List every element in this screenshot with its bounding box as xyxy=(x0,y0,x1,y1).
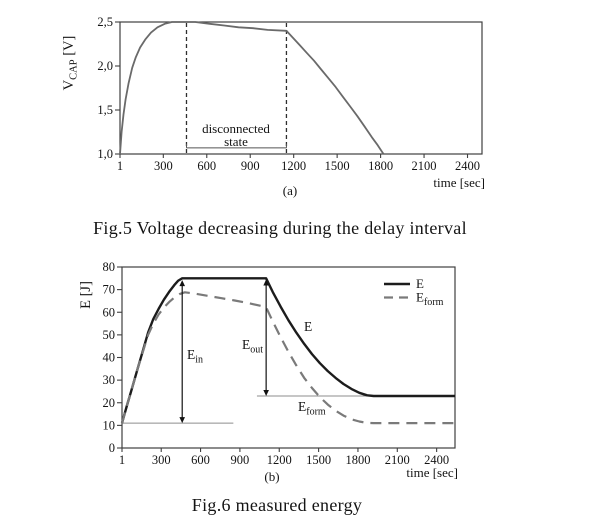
fig6-curve-label-form: Eform xyxy=(298,399,326,418)
fig5-x-tick-label: 1200 xyxy=(281,159,306,173)
fig6-x-tick-label: 2400 xyxy=(424,453,449,467)
fig6-arrowhead-top xyxy=(179,280,185,287)
fig6-y-tick-label: 0 xyxy=(109,441,115,455)
fig6-x-tick-label: 1500 xyxy=(306,453,331,467)
fig5-chart: 1 300 600 900 1200 1500 1800 2100 2400 1,0 1,5 2,0 2… xyxy=(61,15,485,198)
fig6-y-tick-label: 70 xyxy=(103,283,116,297)
fig5-y-tick-label: 2,5 xyxy=(97,15,113,29)
fig6-x-tick-label: 600 xyxy=(191,453,210,467)
fig6-arrow-label-out: Eout xyxy=(242,337,263,356)
fig6-y-axis-title: E [J] xyxy=(78,281,94,309)
fig6-panel-label: (b) xyxy=(264,469,279,484)
fig6-legend-label-form: Eform xyxy=(416,290,444,309)
fig6-x-tick-label: 900 xyxy=(231,453,250,467)
fig5-interval-text: state xyxy=(224,134,248,149)
fig5-x-axis-title: time [sec] xyxy=(433,175,485,190)
fig5-caption: Fig.5 Voltage decreasing during the dela… xyxy=(93,218,467,238)
fig6-x-tick-label: 1200 xyxy=(267,453,292,467)
fig6-y-tick-label: 50 xyxy=(103,328,116,342)
fig6-arrowhead-top xyxy=(263,279,269,286)
fig6-arrowhead-bottom xyxy=(179,417,185,424)
fig5-y-tick-label: 1,5 xyxy=(97,103,113,117)
fig5-y-tick-label: 2,0 xyxy=(97,59,113,73)
fig6-x-tick-label: 300 xyxy=(152,453,171,467)
fig5-x-tick-label: 1800 xyxy=(368,159,393,173)
fig6-curve-e xyxy=(120,277,455,424)
fig5-x-tick-label: 300 xyxy=(154,159,173,173)
fig5-interval-text: disconnected xyxy=(202,121,270,136)
fig5-x-tick-label: 900 xyxy=(241,159,260,173)
fig5-x-tick-label: 1500 xyxy=(325,159,350,173)
fig6-x-tick-label: 1800 xyxy=(345,453,370,467)
fig6-y-tick-label: 80 xyxy=(103,260,116,274)
fig6-chart: 1 300 600 900 1200 1500 1800 2100 2400 0 10 20 30 40 5… xyxy=(78,260,458,484)
fig6-x-tick-label: 1 xyxy=(119,453,125,467)
fig6-arrow-label-in: Ein xyxy=(187,347,203,366)
fig5-plot-border xyxy=(119,21,483,155)
fig6-arrowhead-bottom xyxy=(263,389,269,396)
fig6-y-tick-label: 60 xyxy=(103,305,116,319)
fig6-curve-label-e: E xyxy=(304,319,312,334)
fig5-x-tick-label: 1 xyxy=(117,159,123,173)
fig6-y-tick-label: 20 xyxy=(103,396,116,410)
fig6-y-tick-label: 40 xyxy=(103,351,116,365)
fig5-y-tick-label: 1,0 xyxy=(97,147,113,161)
fig5-curve-vcap xyxy=(119,21,385,155)
fig6-plot-border xyxy=(121,266,456,449)
fig6-legend-label-e: E xyxy=(416,276,424,291)
fig6-x-axis-title: time [sec] xyxy=(406,465,458,480)
fig6-x-tick-label: 2100 xyxy=(385,453,410,467)
fig5-panel-label: (a) xyxy=(283,183,297,198)
fig6-y-tick-label: 10 xyxy=(103,418,116,432)
fig5-x-tick-label: 600 xyxy=(197,159,216,173)
fig5-y-axis-title: VCAP [V] xyxy=(61,36,80,91)
fig5-x-tick-label: 2400 xyxy=(455,159,480,173)
fig5-x-tick-label: 2100 xyxy=(412,159,437,173)
fig6-curve-eform xyxy=(120,291,455,425)
fig6-y-tick-label: 30 xyxy=(103,373,116,387)
fig6-caption: Fig.6 measured energy xyxy=(191,495,363,515)
